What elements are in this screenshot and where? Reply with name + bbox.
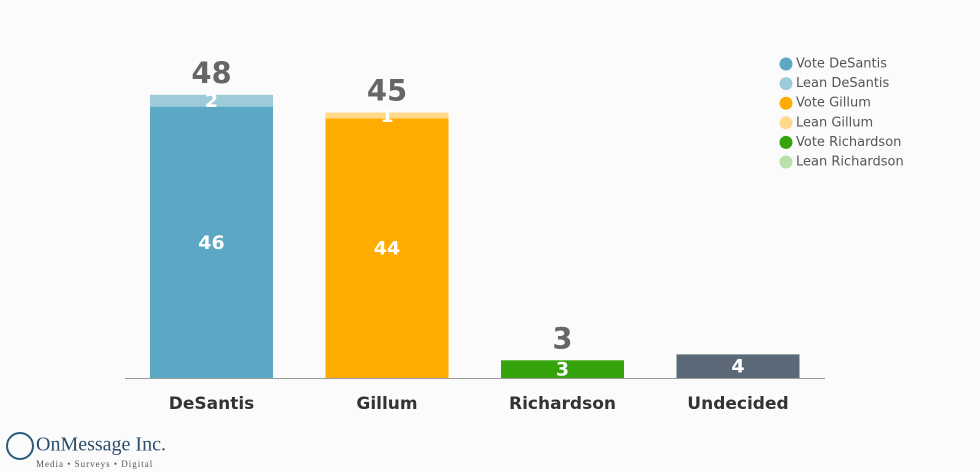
bar-segment <box>150 94 273 107</box>
x-tick-label: DeSantis <box>169 394 255 414</box>
data-label: 44 <box>374 238 400 260</box>
legend-marker <box>779 116 793 130</box>
legend-marker <box>779 96 793 110</box>
legend-label: Vote Gillum <box>796 96 871 111</box>
x-tick-label: Undecided <box>687 394 788 414</box>
data-label: 2 <box>205 90 218 112</box>
logo-tagline: Media • Surveys • Digital <box>36 459 153 469</box>
legend-label: Lean Gillum <box>796 115 873 130</box>
legend-marker <box>779 57 793 71</box>
legend-label: Vote DeSantis <box>796 57 887 72</box>
legend-marker <box>779 77 793 91</box>
logo-name: OnMessage Inc. <box>36 434 166 456</box>
total-label: 45 <box>367 74 407 108</box>
bar-segment <box>325 112 449 119</box>
bar-segment <box>676 354 800 378</box>
legend-label: Vote Richardson <box>796 135 901 150</box>
data-label: 3 <box>556 359 569 381</box>
data-label: 46 <box>198 232 224 254</box>
legend-label: Lean Richardson <box>796 155 904 170</box>
legend-label: Lean DeSantis <box>796 76 890 91</box>
legend-marker <box>779 135 793 149</box>
data-label: 1 <box>380 105 393 127</box>
data-label: 4 <box>731 356 744 378</box>
x-tick-label: Richardson <box>509 394 616 414</box>
bar-segment <box>501 360 624 378</box>
total-label: 48 <box>191 56 231 90</box>
x-tick-label: Gillum <box>356 394 417 414</box>
legend-marker <box>779 155 793 169</box>
bar-segment <box>150 106 273 378</box>
bar-segment <box>325 118 449 379</box>
logo-icon <box>6 432 34 460</box>
total-label: 3 <box>552 321 572 355</box>
